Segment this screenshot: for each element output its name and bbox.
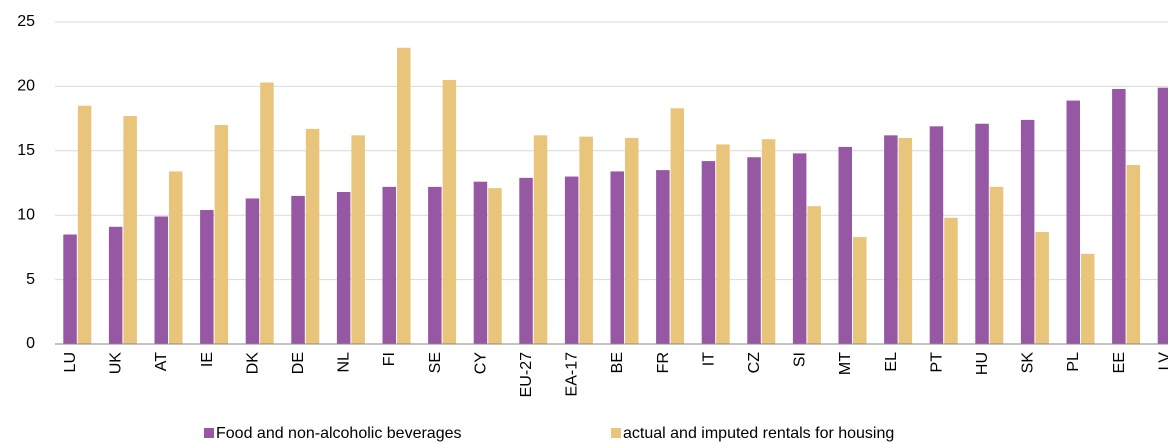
bar xyxy=(382,186,396,344)
bar xyxy=(305,128,320,344)
bar xyxy=(1126,164,1141,344)
x-tick-label: EE xyxy=(1111,352,1128,373)
x-tick-label: SE xyxy=(427,352,444,373)
x-tick-label: FI xyxy=(381,352,398,366)
x-tick-label: FR xyxy=(655,352,672,373)
bar xyxy=(351,135,365,344)
x-tick-label: PT xyxy=(928,352,945,373)
bar xyxy=(1081,253,1095,344)
x-tick-label: MT xyxy=(837,352,854,375)
x-tick-label: PL xyxy=(1065,352,1082,372)
x-tick-label: LV xyxy=(1156,352,1168,371)
y-tick-label: 5 xyxy=(26,271,35,288)
x-tick-label: EL xyxy=(883,352,900,372)
bar xyxy=(656,170,670,344)
bar xyxy=(1020,119,1035,344)
x-tick-label: IE xyxy=(199,352,216,367)
bar xyxy=(670,108,685,345)
bar xyxy=(291,195,305,344)
bar xyxy=(929,126,944,344)
bar xyxy=(123,116,137,344)
bar xyxy=(245,198,260,344)
legend-swatch xyxy=(611,428,621,438)
bar xyxy=(1112,88,1126,344)
bar xyxy=(1066,100,1080,345)
x-tick-label: DK xyxy=(244,352,261,375)
x-tick-label: CZ xyxy=(746,352,763,374)
x-tick-label: EA-17 xyxy=(564,352,581,397)
x-tick-label: NL xyxy=(336,352,353,373)
x-tick-label: HU xyxy=(974,352,991,375)
bar xyxy=(884,135,898,344)
bar xyxy=(564,176,579,344)
y-tick-label: 0 xyxy=(26,335,35,352)
bar xyxy=(747,157,761,344)
y-tick-label: 15 xyxy=(17,142,35,159)
bar xyxy=(336,192,351,344)
bar xyxy=(792,153,807,344)
bar xyxy=(473,181,488,344)
bar xyxy=(838,146,852,344)
x-tick-label: DE xyxy=(290,352,307,374)
bar xyxy=(807,206,821,344)
bar xyxy=(200,210,214,344)
x-tick-label: EU-27 xyxy=(518,352,535,397)
legend-swatch xyxy=(204,428,214,438)
x-tick-label: BE xyxy=(609,352,626,373)
bar xyxy=(533,135,548,344)
bar xyxy=(579,136,593,344)
x-tick-label: SI xyxy=(792,352,809,367)
bar xyxy=(1157,87,1168,345)
y-tick-label: 20 xyxy=(17,78,35,95)
bar xyxy=(169,171,183,344)
x-tick-label: LU xyxy=(62,352,79,372)
bar xyxy=(260,82,274,344)
legend-label: actual and imputed rentals for housing xyxy=(623,425,894,442)
bar xyxy=(77,105,92,344)
bar xyxy=(397,47,411,344)
bar xyxy=(488,188,502,344)
bar xyxy=(154,216,168,344)
bar xyxy=(701,161,716,344)
bar xyxy=(625,137,639,344)
x-tick-label: IT xyxy=(700,352,717,366)
bar xyxy=(108,226,123,344)
bar xyxy=(989,186,1004,344)
y-tick-label: 25 xyxy=(17,13,35,30)
bar xyxy=(853,237,867,344)
bar xyxy=(428,186,442,344)
y-tick-label: 10 xyxy=(17,206,35,223)
bar xyxy=(63,234,77,344)
bar xyxy=(761,139,776,344)
bar xyxy=(519,177,533,344)
bar xyxy=(442,79,457,345)
bar xyxy=(214,125,229,344)
x-tick-label: AT xyxy=(153,352,170,371)
bar xyxy=(944,217,958,344)
bar xyxy=(610,171,624,344)
bar xyxy=(716,144,730,344)
legend-label: Food and non-alcoholic beverages xyxy=(216,425,462,442)
x-tick-label: UK xyxy=(108,352,125,375)
x-tick-label: SK xyxy=(1020,352,1037,374)
bar xyxy=(898,137,913,344)
bar xyxy=(1035,231,1049,344)
x-tick-label: CY xyxy=(472,352,489,375)
bar xyxy=(975,123,989,344)
